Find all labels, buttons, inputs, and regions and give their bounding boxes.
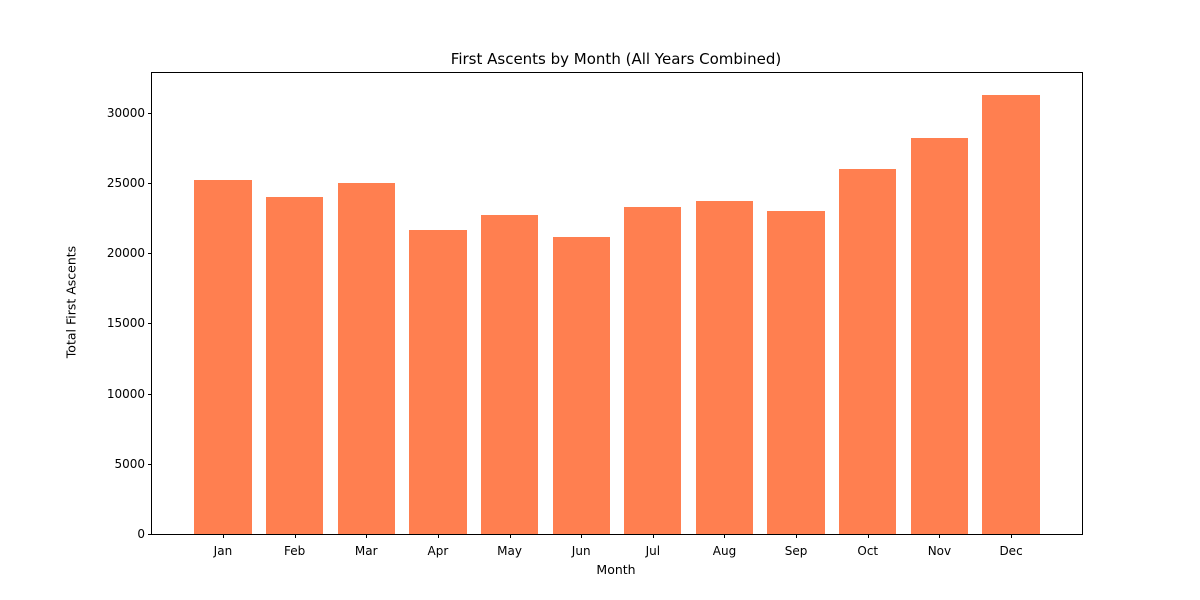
x-tick-label-feb: Feb <box>283 544 306 558</box>
x-tick-label-apr: Apr <box>427 544 449 558</box>
bar-sep <box>767 210 825 534</box>
x-tick-label-mar: Mar <box>354 544 378 558</box>
x-tick-label-oct: Oct <box>857 544 879 558</box>
x-tick-mark-jan <box>222 534 224 538</box>
x-tick-mark-dec <box>1011 534 1013 538</box>
y-tick-mark-15000 <box>148 323 152 325</box>
x-tick-label-nov: Nov <box>927 544 952 558</box>
y-tick-mark-30000 <box>148 112 152 114</box>
bar-jul <box>624 207 682 534</box>
x-tick-label-jan: Jan <box>213 544 233 558</box>
bar-aug <box>695 201 754 534</box>
chart-title: First Ascents by Month (All Years Combin… <box>450 50 782 68</box>
bar-nov <box>910 138 969 534</box>
bar-apr <box>409 230 467 534</box>
x-tick-label-sep: Sep <box>784 544 808 558</box>
y-tick-mark-20000 <box>148 253 152 255</box>
x-tick-label-jul: Jul <box>645 544 661 558</box>
x-tick-mark-sep <box>796 534 798 538</box>
bar-mar <box>337 183 395 534</box>
plot-area: Jan Feb Mar Apr May Jun Jul Aug Sep Oct Nov Dec 0 500… <box>107 72 1083 558</box>
x-tick-mark-aug <box>724 534 726 538</box>
y-tick-label-0: 0 <box>137 527 145 541</box>
y-tick-label-30000: 30000 <box>106 105 145 120</box>
x-tick-mark-mar <box>366 534 368 538</box>
x-tick-label-aug: Aug <box>712 544 737 558</box>
y-tick-label-20000: 20000 <box>106 246 145 261</box>
bar-dec <box>982 94 1040 534</box>
y-tick-label-5000: 5000 <box>114 456 145 471</box>
y-tick-mark-25000 <box>148 183 152 185</box>
bar-may <box>480 215 539 534</box>
x-tick-mark-nov <box>939 534 941 538</box>
x-tick-mark-may <box>509 534 511 538</box>
x-tick-mark-jun <box>581 534 583 538</box>
bar-feb <box>265 196 324 534</box>
y-axis-label: Total First Ascents <box>63 245 79 359</box>
x-tick-mark-jul <box>652 534 654 538</box>
bar-jan <box>194 180 252 534</box>
x-tick-mark-apr <box>437 534 439 538</box>
x-tick-label-jun: Jun <box>571 544 591 558</box>
bar-jun <box>552 237 610 534</box>
x-tick-mark-oct <box>867 534 869 538</box>
y-tick-label-15000: 15000 <box>106 316 145 331</box>
y-tick-label-25000: 25000 <box>106 176 145 191</box>
x-tick-mark-feb <box>294 534 296 538</box>
x-tick-label-may: May <box>497 544 522 558</box>
y-tick-mark-0 <box>148 534 152 535</box>
y-tick-mark-5000 <box>148 463 152 465</box>
x-tick-label-dec: Dec <box>999 544 1023 558</box>
bar-oct <box>839 169 897 534</box>
y-tick-label-10000: 10000 <box>106 386 145 401</box>
y-tick-mark-10000 <box>148 393 152 395</box>
x-axis-label: Month <box>596 562 636 577</box>
